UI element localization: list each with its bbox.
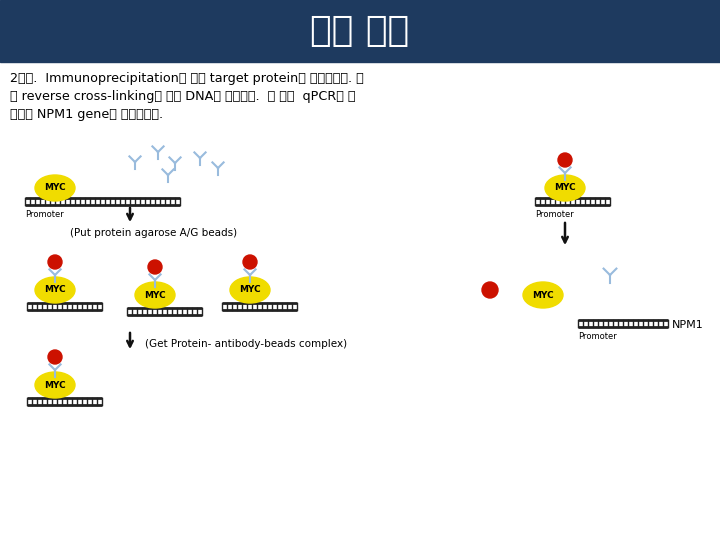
Text: 실험 방법: 실험 방법 — [310, 14, 410, 48]
Circle shape — [558, 153, 572, 167]
Bar — [0, 0, 720, 62]
Circle shape — [48, 255, 62, 269]
Text: MYC: MYC — [144, 291, 166, 300]
Text: MYC: MYC — [239, 286, 261, 294]
Circle shape — [482, 282, 498, 298]
Text: 2일차.  Immunoprecipitation을 통해 target protein을 침전시킨다. 이: 2일차. Immunoprecipitation을 통해 target prot… — [10, 72, 364, 85]
Text: NPM1: NPM1 — [672, 320, 703, 330]
Ellipse shape — [545, 175, 585, 201]
Ellipse shape — [35, 277, 75, 303]
Text: MYC: MYC — [532, 291, 554, 300]
Text: 행하여 NPM1 gene을 증폭시킨다.: 행하여 NPM1 gene을 증폭시킨다. — [10, 108, 163, 121]
Text: MYC: MYC — [44, 381, 66, 389]
Text: (Get Protein- antibody-beads complex): (Get Protein- antibody-beads complex) — [145, 339, 347, 349]
Ellipse shape — [230, 277, 270, 303]
Circle shape — [148, 260, 162, 274]
Ellipse shape — [523, 282, 563, 308]
Text: Promoter: Promoter — [535, 210, 574, 219]
Text: Promoter: Promoter — [578, 332, 617, 341]
Text: MYC: MYC — [44, 286, 66, 294]
Text: Promoter: Promoter — [25, 210, 64, 219]
Text: 후 reverse cross-linking을 통해 DNA만 얻어낸다.  그 이후  qPCR을 진: 후 reverse cross-linking을 통해 DNA만 얻어낸다. 그… — [10, 90, 356, 103]
Ellipse shape — [35, 175, 75, 201]
Text: (Put protein agarose A/G beads): (Put protein agarose A/G beads) — [70, 228, 237, 238]
Circle shape — [48, 350, 62, 364]
Ellipse shape — [35, 372, 75, 398]
Ellipse shape — [135, 282, 175, 308]
Circle shape — [243, 255, 257, 269]
Text: MYC: MYC — [44, 184, 66, 192]
Text: MYC: MYC — [554, 184, 576, 192]
